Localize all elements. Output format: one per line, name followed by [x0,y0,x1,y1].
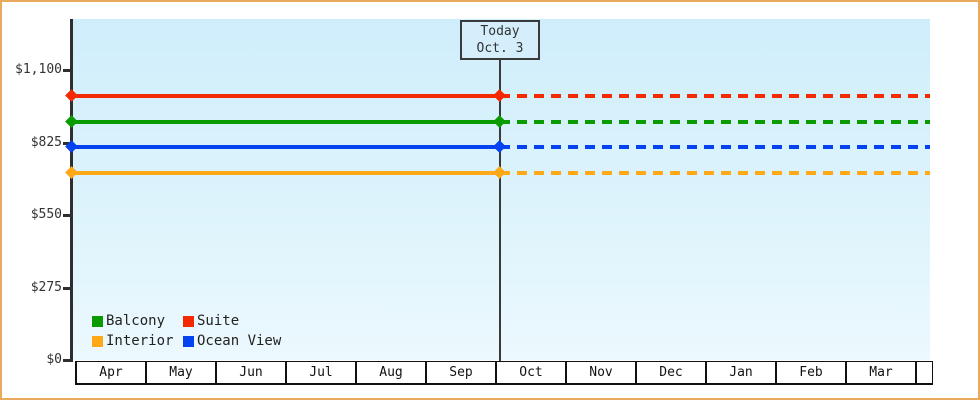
legend-item-ocean-view: Ocean View [183,334,281,348]
today-vertical-line [499,60,501,361]
interior-swatch-icon [92,335,103,347]
today-label-line1: Today [480,24,520,39]
legend-label-ocean-view: Ocean View [197,333,282,349]
month-cell-nov: Nov [567,362,637,383]
balcony-dashed-segment [500,120,930,124]
month-cell-jun: Jun [217,362,287,383]
interior-solid-segment [72,171,500,175]
balcony-solid-segment [72,120,500,124]
interior-dashed-segment [500,171,930,175]
balcony-swatch-icon [92,315,103,327]
suite-solid-segment [72,94,500,98]
month-cell-aug: Aug [357,362,427,383]
y-tick-275 [63,287,71,290]
suite-dashed-segment [500,94,930,98]
y-tick-label-550: $550 [30,207,62,222]
month-cell-feb: Feb [777,362,847,383]
legend-item-balcony: Balcony [92,314,165,328]
legend-label-interior: Interior [106,333,174,349]
suite-swatch-icon [183,315,194,327]
month-cell-empty [917,362,932,383]
month-cell-apr: Apr [77,362,147,383]
legend-item-interior: Interior [92,334,173,348]
today-label-box: Today Oct. 3 [460,20,540,60]
y-tick-label-825: $825 [30,135,62,150]
month-cell-dec: Dec [637,362,707,383]
month-cell-oct: Oct [497,362,567,383]
month-axis-band: Apr May Jun Jul Aug Sep Oct Nov Dec Jan … [75,361,933,385]
y-tick-label-275: $275 [30,280,62,295]
legend-label-suite: Suite [197,313,240,329]
month-cell-jul: Jul [287,362,357,383]
y-tick-550 [63,214,71,217]
y-tick-label-0: $0 [46,352,62,367]
plot-area [72,19,930,360]
y-tick-1100 [63,69,71,72]
y-tick-0 [63,359,71,362]
month-cell-mar: Mar [847,362,917,383]
ocean-view-dashed-segment [500,145,930,149]
month-cell-jan: Jan [707,362,777,383]
legend-item-suite: Suite [183,314,239,328]
today-label-line2: Oct. 3 [476,41,524,56]
y-tick-label-1100: $1,100 [15,62,62,77]
ocean-view-solid-segment [72,145,500,149]
month-cell-sep: Sep [427,362,497,383]
ocean-view-swatch-icon [183,335,194,347]
legend-label-balcony: Balcony [106,313,166,329]
y-axis-line [70,19,73,362]
month-cell-may: May [147,362,217,383]
